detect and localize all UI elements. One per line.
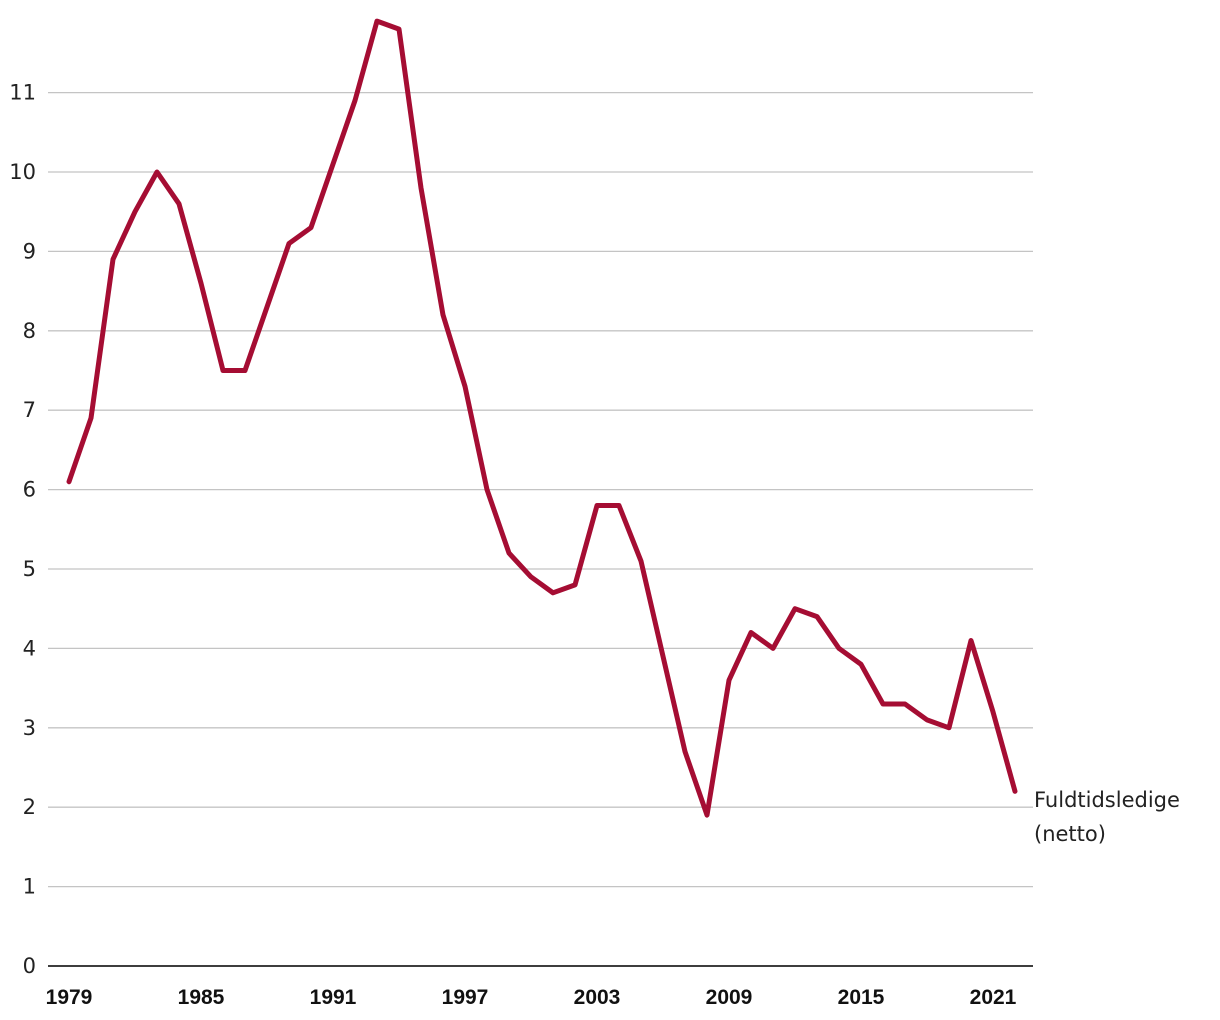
series-line-0: [66, 18, 1018, 818]
series-layer: [66, 18, 1018, 818]
series-label-line-2: (netto): [1034, 822, 1106, 846]
y-tick-label: 7: [23, 398, 36, 422]
y-tick-label: 11: [9, 81, 36, 105]
y-tick-label: 0: [23, 954, 36, 978]
y-tick-label: 4: [23, 636, 36, 660]
series-label: Fuldtidsledige (netto): [1034, 788, 1187, 846]
x-axis-tick-labels: 1979 1985 1991 1997 2003 2009 2015 2021: [46, 986, 1017, 1009]
x-tick-label: 2021: [970, 986, 1017, 1009]
x-tick-label: 1991: [310, 986, 357, 1009]
x-tick-label: 1997: [442, 986, 489, 1009]
series-label-line-1: Fuldtidsledige: [1034, 788, 1180, 812]
y-tick-label: 3: [23, 716, 36, 740]
x-tick-label: 2009: [706, 986, 753, 1009]
y-tick-label: 1: [23, 875, 36, 899]
y-tick-label: 9: [23, 239, 36, 263]
gridlines: [48, 91, 1033, 888]
x-tick-label: 1979: [46, 986, 93, 1009]
y-tick-label: 2: [23, 795, 36, 819]
y-tick-label: 8: [23, 319, 36, 343]
x-tick-label: 2003: [574, 986, 621, 1009]
y-axis-tick-labels: 0 1 2 3 4 5 6 7 8 9 10 11: [9, 81, 36, 978]
y-tick-label: 5: [23, 557, 36, 581]
y-tick-label: 10: [9, 160, 36, 184]
y-tick-label: 6: [23, 478, 36, 502]
x-tick-label: 1985: [178, 986, 225, 1009]
x-tick-label: 2015: [838, 986, 885, 1009]
